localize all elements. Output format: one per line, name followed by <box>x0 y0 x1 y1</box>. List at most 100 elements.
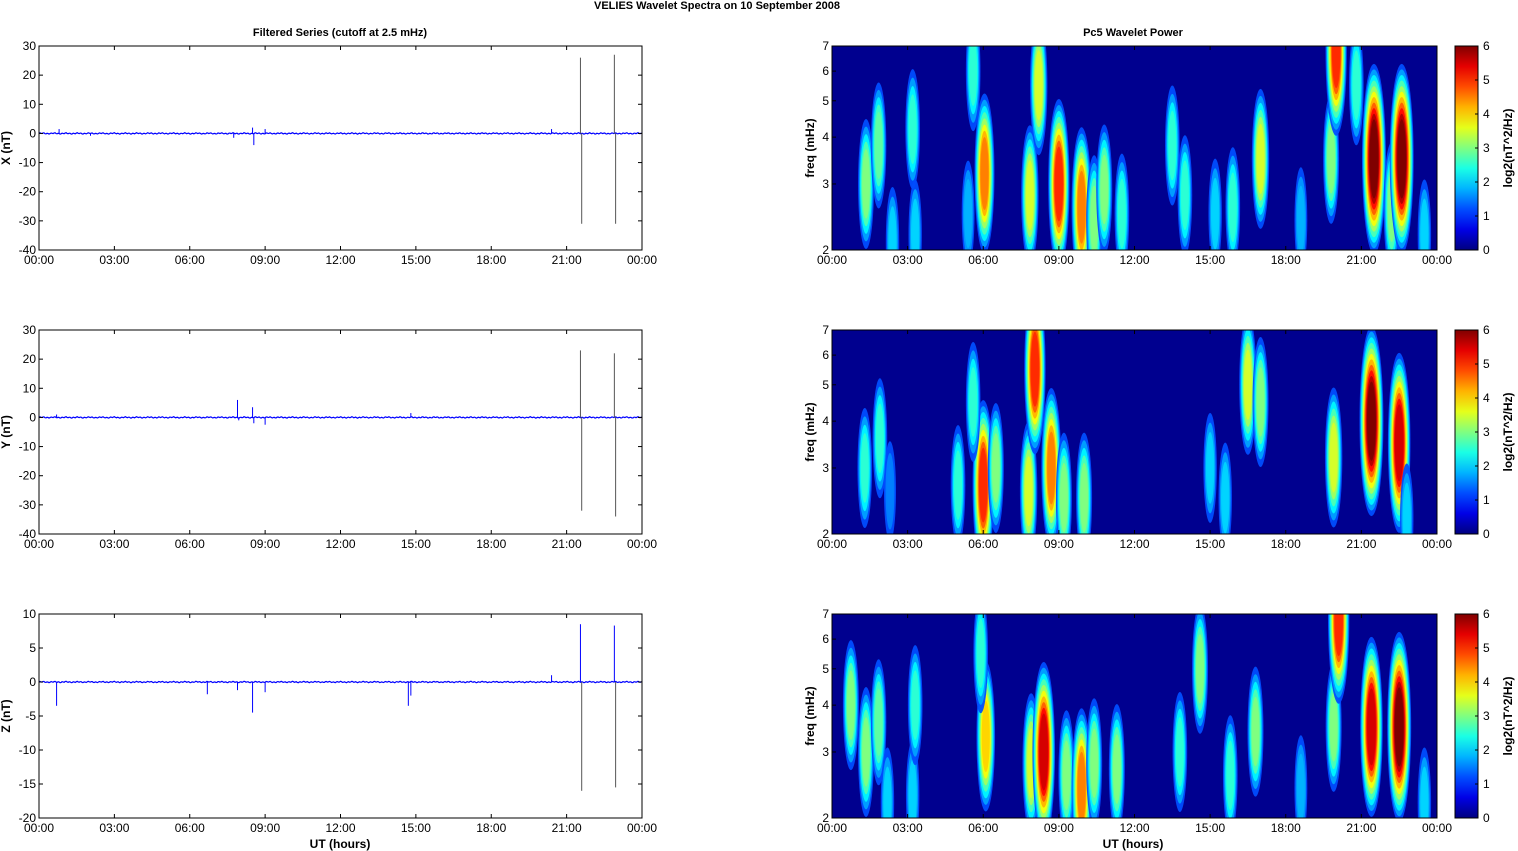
y-tick-label-x: 20 <box>23 68 37 82</box>
plot-area-y <box>39 330 642 534</box>
x-tick-label-spec-z: 12:00 <box>1119 821 1149 835</box>
freq-tick-label-z: 3 <box>822 745 829 759</box>
power-contour-y <box>992 440 999 496</box>
power-contour-x <box>1229 180 1236 234</box>
left-xlabel: UT (hours) <box>310 837 371 851</box>
power-contour-y <box>1257 374 1264 430</box>
power-contour-y <box>1222 471 1229 524</box>
colorbar-label-x: log2(nT^2/Hz) <box>1501 108 1515 187</box>
x-tick-label-spec-x: 18:00 <box>1271 253 1301 267</box>
power-contour-y <box>1060 470 1067 525</box>
x-tick-label-spec-x: 06:00 <box>968 253 998 267</box>
x-tick-label-z: 00:00 <box>24 821 54 835</box>
x-tick-label-spec-z: 15:00 <box>1195 821 1225 835</box>
power-contour-z <box>1395 692 1403 761</box>
x-tick-label-spec-y: 09:00 <box>1044 537 1074 551</box>
power-contour-x <box>1353 58 1360 112</box>
power-contour-z <box>847 678 854 733</box>
x-tick-label-spec-x: 09:00 <box>1044 253 1074 267</box>
y-tick-label-x: -10 <box>19 156 37 170</box>
x-tick-label-spec-z: 21:00 <box>1346 821 1376 835</box>
x-tick-label-y: 12:00 <box>325 537 355 551</box>
y-tick-label-z: -10 <box>19 743 37 757</box>
power-contour-z <box>1197 641 1204 696</box>
freq-tick-label-y: 2 <box>822 527 829 541</box>
power-contour-x <box>1091 193 1098 248</box>
x-tick-label-z: 18:00 <box>476 821 506 835</box>
x-tick-label-spec-x: 00:00 <box>817 253 847 267</box>
freq-tick-label-x: 5 <box>822 94 829 108</box>
y-tick-label-y: 10 <box>23 381 37 395</box>
x-tick-label-y: 00:00 <box>24 537 54 551</box>
x-tick-label-spec-y: 06:00 <box>968 537 998 551</box>
x-tick-label-z: 09:00 <box>250 821 280 835</box>
colorbar-label-z: log2(nT^2/Hz) <box>1501 676 1515 755</box>
power-contour-x <box>1118 187 1125 241</box>
x-tick-label-spec-z: 18:00 <box>1271 821 1301 835</box>
power-contour-z <box>909 769 916 818</box>
spectrogram-panel-z: 2 3 4 5 6 7 00:00 03:00 06:00 09:00 12:00 15:00 18:0… <box>803 607 1515 835</box>
power-contour-x <box>912 208 919 250</box>
freq-tick-label-z: 5 <box>822 662 829 676</box>
y-tick-label-z: -20 <box>19 811 37 825</box>
colorbar-tick-label-z: 3 <box>1483 709 1490 723</box>
power-contour-y <box>970 375 977 429</box>
colorbar-x: 6 5 4 3 2 1 0 log2(nT^2/Hz) <box>1454 39 1515 257</box>
freq-tick-label-z: 4 <box>822 698 829 712</box>
power-contour-z <box>1176 725 1183 779</box>
y-tick-label-z: -15 <box>19 777 37 791</box>
power-contour-z <box>1330 699 1337 754</box>
x-tick-label-y: 15:00 <box>401 537 431 551</box>
colorbar-tick-label-y: 6 <box>1483 323 1490 337</box>
power-contour-z <box>1335 614 1343 651</box>
power-contour-x <box>1328 131 1335 186</box>
power-contour-y <box>1367 387 1376 456</box>
colorbar-tick-label-z: 1 <box>1483 777 1490 791</box>
colorbar-y: 6 5 4 3 2 1 0 log2(nT^2/Hz) <box>1454 323 1515 541</box>
y-tick-label-y: 30 <box>23 323 37 337</box>
series-line-z <box>38 680 643 684</box>
x-tick-label-spec-x: 12:00 <box>1119 253 1149 267</box>
spectrogram-image-z <box>842 614 1432 818</box>
freq-tick-label-y: 7 <box>822 323 829 337</box>
colorbar-tick-label-x: 2 <box>1483 175 1490 189</box>
power-contour-z <box>1421 776 1428 818</box>
power-contour-z <box>1063 748 1070 803</box>
power-contour-y <box>876 411 883 465</box>
freq-tick-label-z: 6 <box>822 632 829 646</box>
colorbar-gradient-x <box>1454 45 1479 251</box>
power-contour-x <box>863 156 870 212</box>
x-tick-label-spec-y: 00:00 <box>1422 537 1452 551</box>
freq-axis-label-y: freq (mHz) <box>803 402 817 461</box>
colorbar-tick-label-x: 3 <box>1483 141 1490 155</box>
colorbar-tick-label-y: 3 <box>1483 425 1490 439</box>
power-contour-z <box>1367 694 1376 760</box>
y-tick-label-z: -5 <box>25 709 36 723</box>
power-contour-x <box>1182 168 1188 222</box>
colorbar-tick-label-z: 5 <box>1483 641 1490 655</box>
colorbar-z: 6 5 4 3 2 1 0 log2(nT^2/Hz) <box>1454 607 1515 825</box>
power-contour-x <box>1397 124 1406 193</box>
power-contour-x <box>875 119 882 172</box>
x-tick-label-spec-y: 15:00 <box>1195 537 1225 551</box>
power-contour-x <box>1078 177 1085 238</box>
colorbar-tick-label-y: 1 <box>1483 493 1490 507</box>
power-contour-y <box>1244 356 1252 413</box>
freq-tick-label-y: 4 <box>822 414 829 428</box>
freq-tick-label-y: 6 <box>822 348 829 362</box>
y-tick-label-z: 5 <box>29 641 36 655</box>
colorbar-gradient-z <box>1454 613 1479 819</box>
y-tick-label-z: 0 <box>29 675 36 689</box>
colorbar-tick-label-z: 4 <box>1483 675 1490 689</box>
power-contour-z <box>1113 742 1120 797</box>
x-tick-label-spec-x: 03:00 <box>893 253 923 267</box>
freq-tick-label-y: 5 <box>822 378 829 392</box>
x-tick-label-x: 06:00 <box>175 253 205 267</box>
power-contour-z <box>1252 704 1259 759</box>
y-tick-label-x: -30 <box>19 214 37 228</box>
right-xlabel: UT (hours) <box>1103 837 1164 851</box>
y-tick-label-y: -40 <box>19 527 37 541</box>
spectrogram-background-y <box>832 330 1437 534</box>
